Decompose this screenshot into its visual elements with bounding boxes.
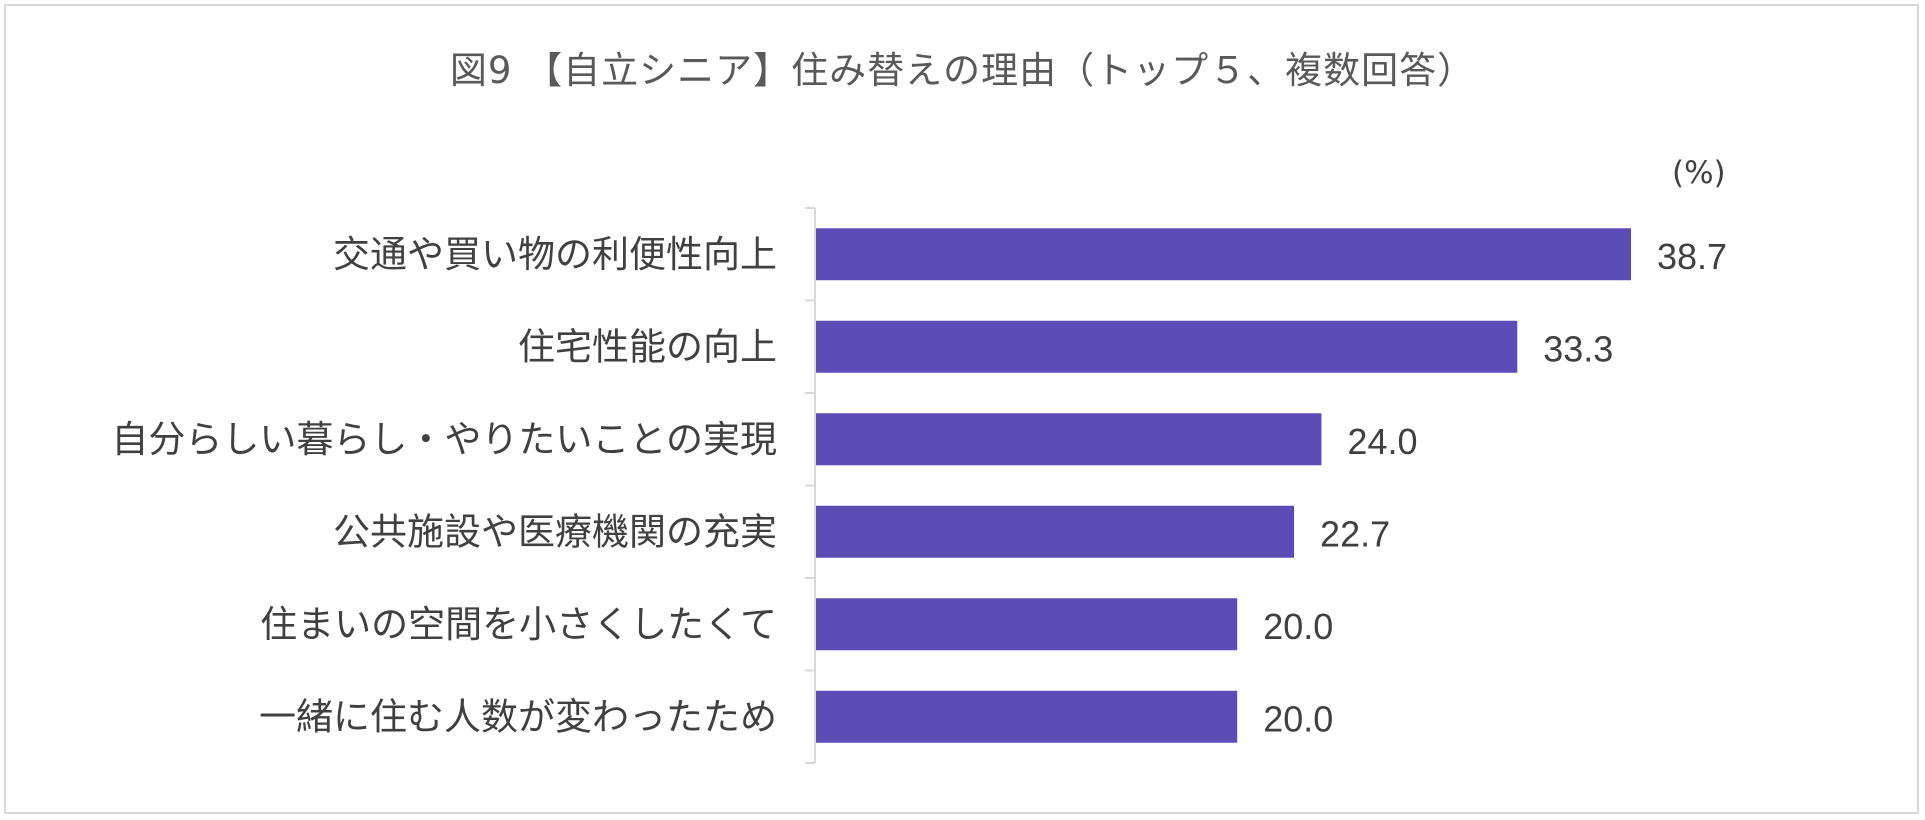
bar	[816, 505, 1295, 558]
data-label: 33.3	[1543, 328, 1613, 369]
data-label: 38.7	[1657, 236, 1727, 277]
data-label: 22.7	[1320, 513, 1390, 554]
category-label: 自分らしい暮らし・やりたいことの実現	[111, 418, 777, 461]
category-label: 交通や買い物の利便性向上	[333, 233, 777, 276]
chart-title: 図9 【自立シニア】住み替えの理由（トップ５、複数回答）	[449, 49, 1476, 92]
data-label: 20.0	[1263, 698, 1333, 739]
bar	[816, 598, 1238, 651]
category-label: 公共施設や医療機関の充実	[333, 510, 777, 553]
unit-label: (%)	[1672, 155, 1726, 191]
category-label: 住宅性能の向上	[518, 325, 777, 368]
category-label: 住まいの空間を小さくしたくて	[260, 603, 777, 646]
data-label: 20.0	[1263, 606, 1333, 647]
bar	[816, 413, 1322, 466]
data-label: 24.0	[1347, 421, 1417, 462]
bar	[816, 320, 1518, 373]
chart-frame	[4, 4, 1919, 814]
category-label: 一緒に住む人数が変わったため	[259, 695, 777, 738]
bar	[816, 690, 1238, 743]
bar	[816, 228, 1631, 281]
